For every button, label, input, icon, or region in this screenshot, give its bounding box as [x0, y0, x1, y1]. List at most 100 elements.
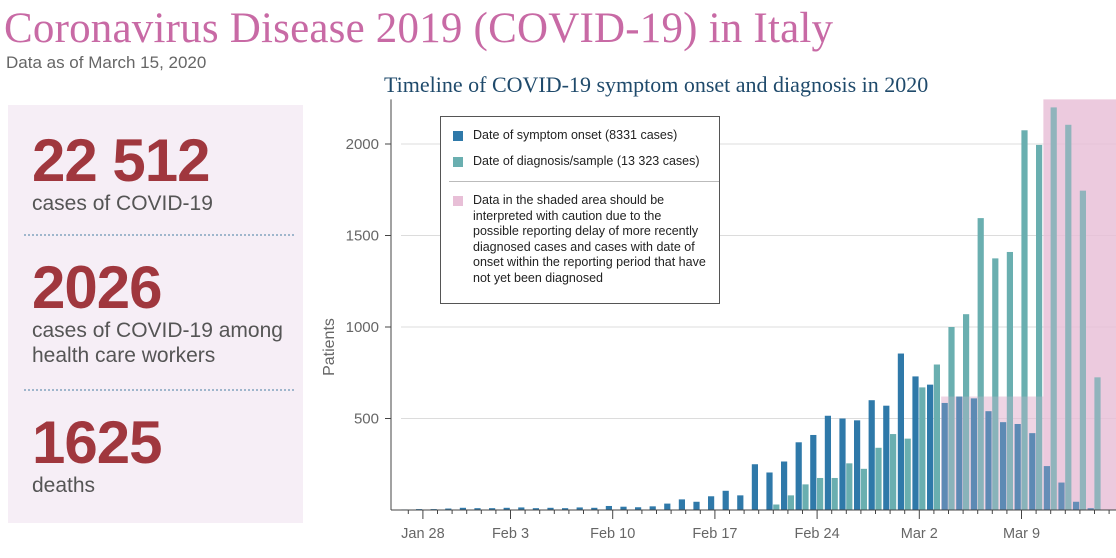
bar-onset: [897, 353, 904, 510]
bar-onset: [795, 442, 802, 510]
x-tick-label: Mar 2: [901, 526, 938, 542]
stats-panel: 22 512 cases of COVID-19 2026 cases of C…: [8, 105, 303, 523]
bar-diagnosis: [1094, 377, 1101, 510]
bar-diagnosis: [846, 463, 853, 510]
bar-diagnosis: [904, 438, 911, 510]
y-tick-label: 1000: [346, 319, 379, 336]
bar-onset: [810, 434, 817, 510]
bar-onset: [649, 506, 656, 510]
bar-diagnosis: [1065, 124, 1072, 510]
bar-diagnosis: [817, 477, 824, 510]
data-date-subtitle: Data as of March 15, 2020: [6, 53, 207, 72]
bar-onset: [678, 499, 685, 510]
bar-diagnosis: [802, 484, 809, 510]
legend-shade-note: Data in the shaded area should be interp…: [473, 193, 706, 285]
bar-onset: [985, 411, 992, 510]
y-tick-label: 500: [354, 411, 379, 428]
bar-diagnosis: [1050, 107, 1057, 511]
bar-diagnosis: [992, 258, 999, 510]
page-title: Coronavirus Disease 2019 (COVID-19) in I…: [4, 5, 834, 52]
y-tick-label: 1500: [346, 228, 379, 245]
stat-label: cases of COVID-19: [32, 192, 213, 215]
bar-diagnosis: [977, 218, 984, 511]
bar-onset: [912, 376, 919, 510]
bar-onset: [664, 503, 671, 510]
bar-diagnosis: [1079, 190, 1086, 511]
legend-swatch-onset: [453, 131, 463, 141]
bar-onset: [532, 508, 539, 510]
x-tick-label: Feb 17: [692, 526, 737, 542]
bar-onset: [927, 384, 934, 510]
bar-onset: [1058, 482, 1065, 510]
bar-onset: [956, 396, 963, 510]
legend-item-onset: Date of symptom onset (8331 cases): [453, 128, 677, 142]
bar-onset: [459, 507, 466, 510]
x-tick-label: Feb 24: [795, 526, 840, 542]
bar-onset: [503, 507, 510, 510]
stat-label-line: cases of COVID-19 among: [32, 319, 283, 342]
bar-onset: [708, 496, 715, 510]
bar-onset: [518, 507, 525, 510]
stat-divider: [24, 389, 294, 391]
stat-value: 22 512: [32, 127, 211, 194]
bar-onset: [1000, 422, 1007, 510]
bar-diagnosis: [1021, 130, 1028, 510]
bar-onset: [751, 464, 758, 510]
bar-onset: [737, 495, 744, 510]
stat-label-line: health care workers: [32, 344, 216, 367]
x-tick-label: Feb 3: [492, 526, 529, 542]
bar-onset: [883, 405, 890, 510]
bar-onset: [445, 508, 452, 510]
stat-value: 2026: [32, 254, 162, 321]
bar-onset: [576, 507, 583, 510]
legend-label-diagnosis: Date of diagnosis/sample (13 323 cases): [473, 154, 700, 168]
legend-item-diagnosis: Date of diagnosis/sample (13 323 cases): [453, 154, 700, 168]
y-axis-label: Patients: [321, 318, 338, 376]
stat-health-workers: 2026 cases of COVID-19 among health care…: [32, 258, 283, 368]
bar-onset: [970, 398, 977, 510]
stat-value: 1625: [32, 409, 162, 476]
shaded-overlay-full: [1043, 99, 1116, 511]
bar-diagnosis: [933, 364, 940, 510]
bar-diagnosis: [875, 447, 882, 510]
bar-onset: [489, 508, 496, 510]
bar-onset: [1073, 501, 1080, 510]
bar-diagnosis: [963, 314, 970, 510]
x-tick-label: Feb 10: [590, 526, 635, 542]
bar-diagnosis: [831, 477, 838, 510]
bar-onset: [781, 461, 788, 510]
bar-onset: [868, 400, 875, 510]
bar-onset: [1029, 433, 1036, 510]
bar-onset: [941, 402, 948, 510]
bar-diagnosis: [773, 504, 780, 510]
chart-title: Timeline of COVID-19 symptom onset and d…: [384, 72, 929, 97]
bar-onset: [547, 507, 554, 510]
bar-onset: [693, 501, 700, 510]
x-tick-label: Jan 28: [401, 526, 445, 542]
bar-onset: [839, 418, 846, 510]
bar-onset: [620, 506, 627, 510]
bar-onset: [1014, 423, 1021, 510]
legend-label-onset: Date of symptom onset (8331 cases): [473, 128, 678, 142]
bar-onset: [474, 508, 481, 510]
bar-onset: [1087, 508, 1094, 510]
legend-separator: [449, 181, 719, 182]
x-tick-label: Mar 9: [1003, 526, 1040, 542]
bar-diagnosis: [1036, 144, 1043, 511]
chart-legend: Date of symptom onset (8331 cases) Date …: [440, 116, 720, 304]
legend-swatch-shade: [453, 196, 463, 206]
bar-diagnosis: [860, 468, 867, 510]
bar-diagnosis: [787, 495, 794, 510]
stat-label: deaths: [32, 474, 96, 497]
legend-swatch-diagnosis: [453, 157, 463, 167]
stat-cases: 22 512 cases of COVID-19: [32, 131, 213, 216]
bar-onset: [722, 490, 729, 510]
bar-onset: [854, 420, 861, 510]
stat-deaths: 1625 deaths: [32, 409, 162, 498]
bar-diagnosis: [1006, 251, 1013, 510]
bar-onset: [1043, 466, 1050, 510]
stat-divider: [24, 234, 294, 236]
bar-onset: [766, 472, 773, 510]
bar-diagnosis: [919, 387, 926, 510]
